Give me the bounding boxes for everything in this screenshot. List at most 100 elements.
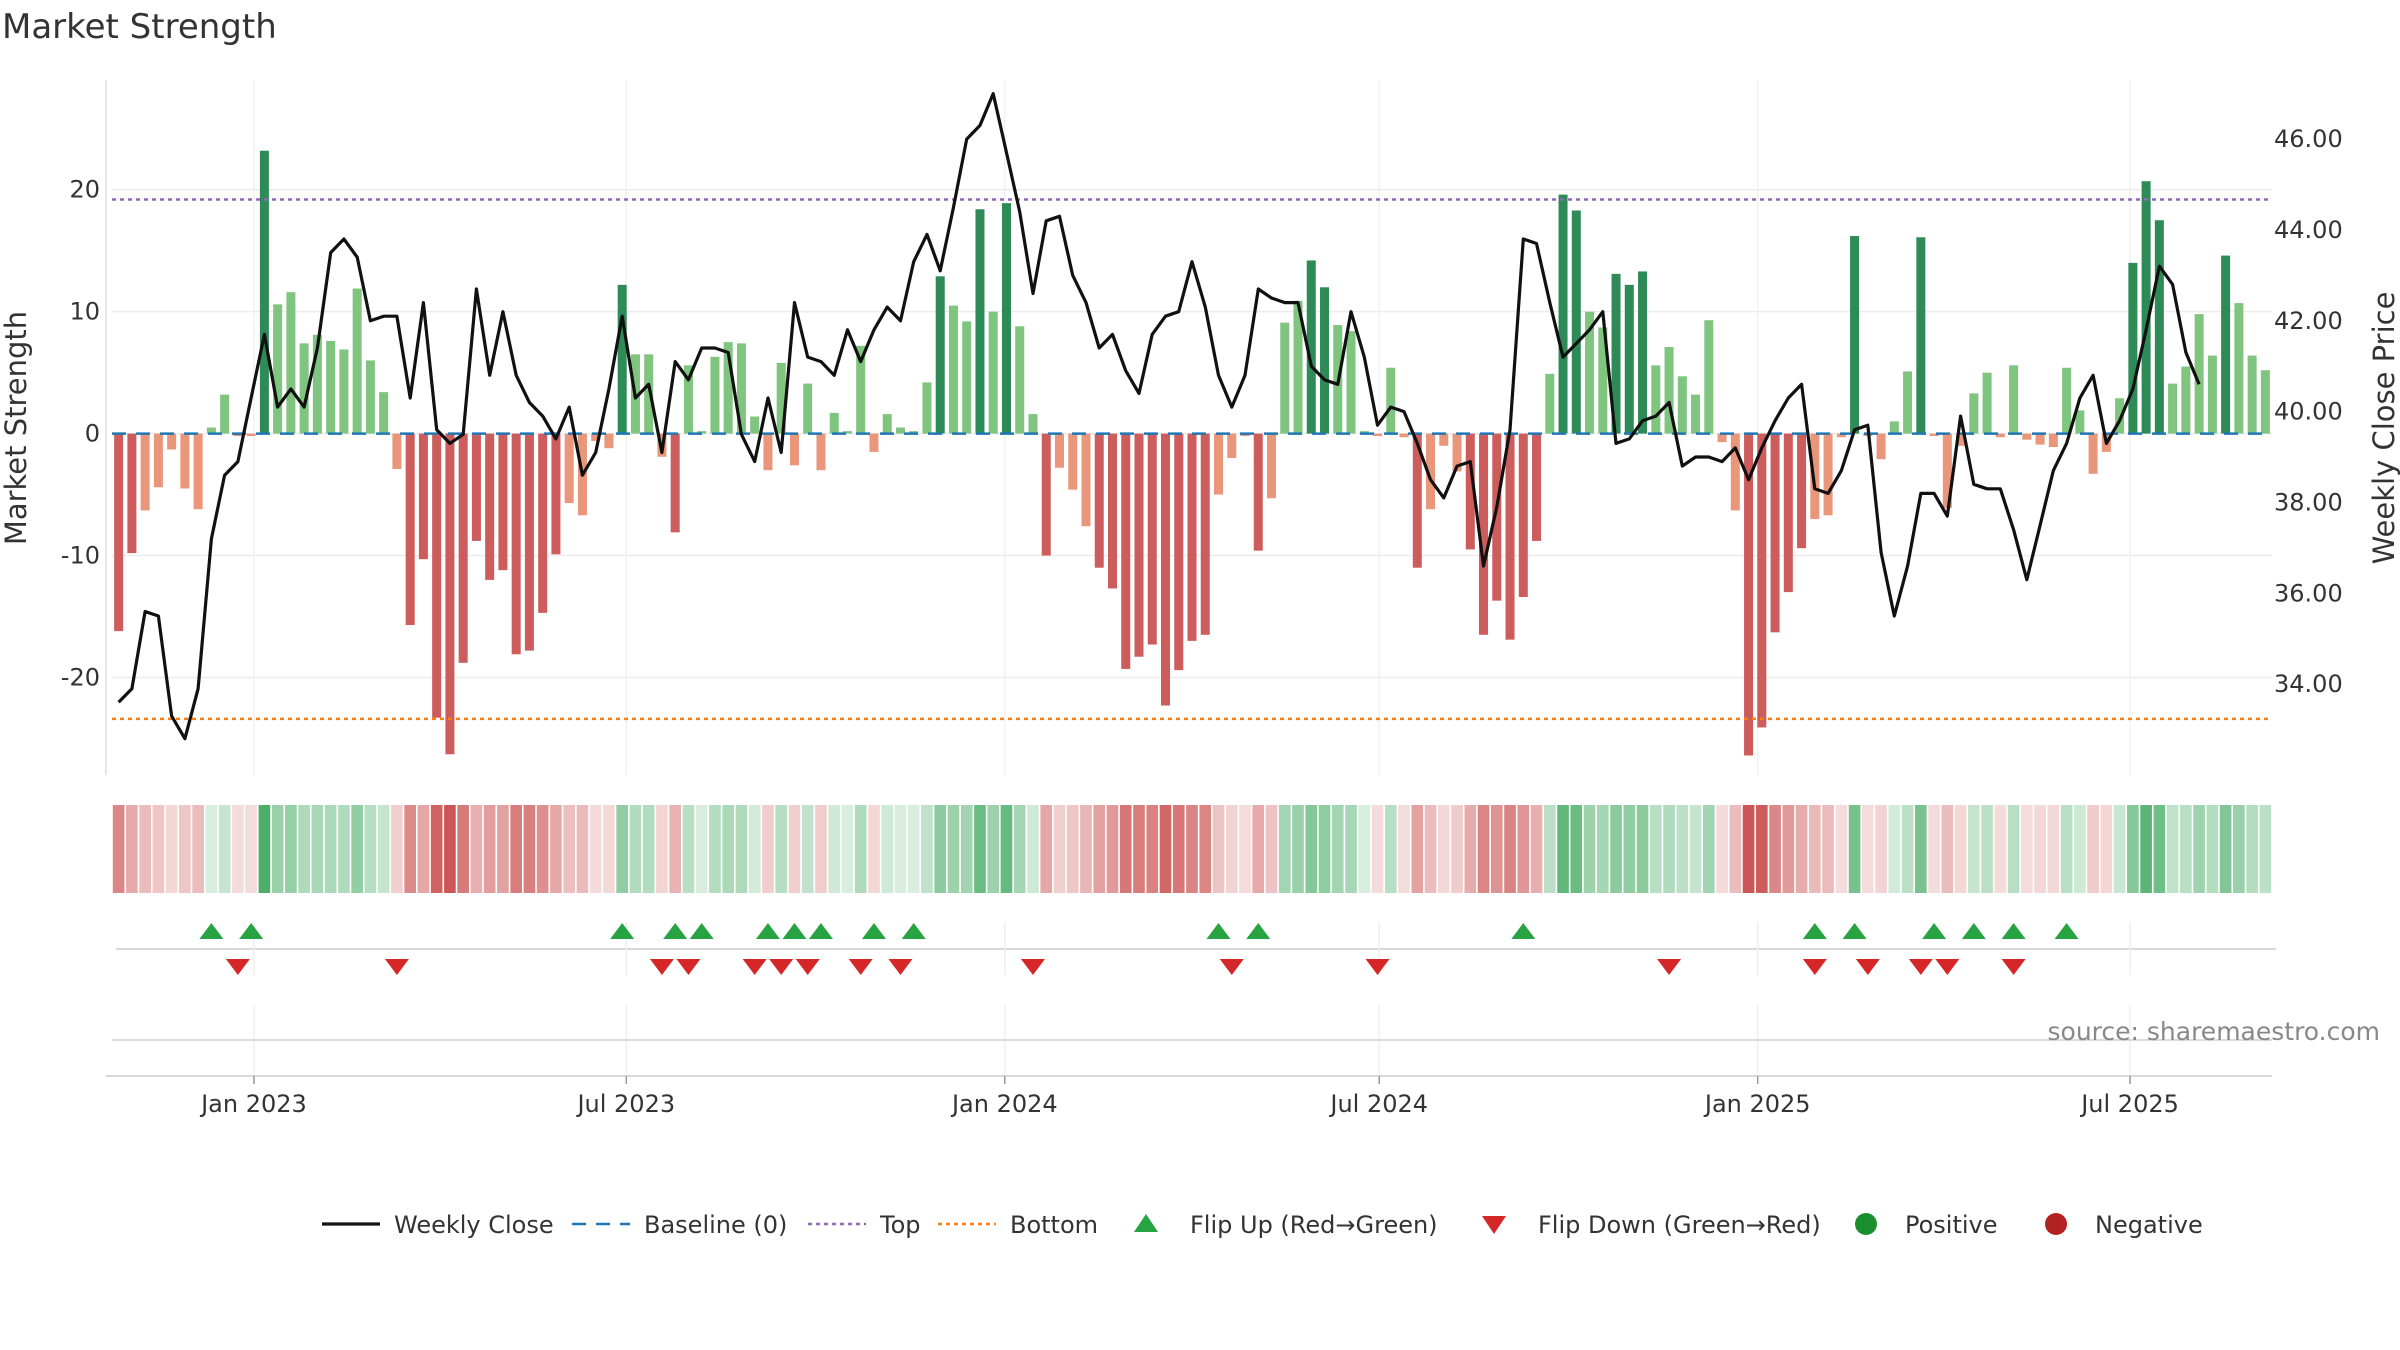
heat-cell (1278, 805, 1291, 893)
heat-cell (364, 805, 377, 893)
heat-cell (2233, 805, 2245, 893)
flip-down-marker (848, 959, 873, 975)
strength-bar (511, 433, 521, 655)
strength-bar (1041, 433, 1051, 556)
strength-bar (1426, 433, 1436, 510)
flip-down-marker (795, 959, 820, 975)
strength-bar (1081, 433, 1091, 527)
flip-down-marker (1365, 959, 1390, 975)
heat-cell (1318, 805, 1331, 893)
strength-bar (1452, 433, 1462, 472)
heat-cell (1769, 805, 1781, 893)
legend-label: Bottom (1010, 1211, 1098, 1239)
y2-tick-label: 46.00 (2274, 125, 2343, 153)
heat-cell (1702, 805, 1715, 893)
heat-cell (709, 805, 721, 893)
x-axis: Jan 2023 Jul 2023 Jan 2024 Jul 2024 Jan 2025… (106, 1005, 2272, 1118)
heat-cell (523, 805, 536, 893)
strength-bar (1505, 433, 1515, 640)
heat-cell (974, 805, 986, 893)
heat-cell (2100, 805, 2113, 893)
strength-bar (750, 416, 760, 434)
heat-cell (603, 805, 615, 893)
y2-tick-label: 42.00 (2274, 307, 2343, 335)
heat-cell (563, 805, 576, 893)
heat-cell (1451, 805, 1463, 893)
heat-cell (311, 805, 324, 893)
heat-cell (1292, 805, 1304, 893)
flip-down-marker (384, 959, 409, 975)
strength-bar (803, 383, 813, 434)
strength-bar (1015, 326, 1025, 434)
strength-heat-strip (112, 805, 2272, 893)
x-tick-label: Jan 2024 (950, 1090, 1058, 1118)
heat-cell (1477, 805, 1490, 893)
strength-bar (644, 354, 654, 434)
strength-bar (1280, 322, 1290, 434)
strength-bar (2075, 410, 2085, 434)
legend-item: Negative (2045, 1211, 2203, 1239)
y2-axis-label: Weekly Close Price (2367, 292, 2400, 565)
heat-cell (2127, 805, 2139, 893)
heat-cell (2021, 805, 2033, 893)
strength-bar (2088, 433, 2098, 474)
heat-cell (1119, 805, 1132, 893)
heat-cell (1066, 805, 1079, 893)
heat-cell (1186, 805, 1198, 893)
strength-bar (2207, 355, 2217, 434)
strength-bars (114, 150, 2270, 756)
strength-bar (2062, 367, 2072, 434)
heat-cell (1305, 805, 1318, 893)
heat-cell (1888, 805, 1901, 893)
x-tick-label: Jul 2025 (2079, 1090, 2179, 1118)
heat-cell (1027, 805, 1039, 893)
heat-cell (1808, 805, 1821, 893)
heat-cell (656, 805, 668, 893)
heat-cell (444, 805, 456, 893)
heat-cell (1583, 805, 1596, 893)
strength-bar (1187, 433, 1197, 641)
flip-down-marker (2001, 959, 2026, 975)
heat-cell (1398, 805, 1410, 893)
strength-bar (471, 433, 481, 541)
heat-cell (934, 805, 947, 893)
flip-down-marker (1802, 959, 1827, 975)
heat-cell (841, 805, 854, 893)
heat-cell (960, 805, 973, 893)
strength-bar (2260, 370, 2270, 434)
heat-cell (152, 805, 165, 893)
strength-bar (670, 433, 680, 533)
strength-bar (1492, 433, 1502, 601)
strength-bar (948, 305, 958, 434)
flip-down-marker (1935, 959, 1960, 975)
strength-bar (1850, 236, 1860, 434)
strength-bar (485, 433, 495, 580)
strength-bar (432, 433, 442, 718)
strength-bar (2022, 433, 2032, 440)
strength-bar (1598, 327, 1608, 434)
strength-bar (591, 433, 601, 441)
strength-bar (445, 433, 455, 755)
strength-bar (1479, 433, 1489, 635)
strength-bar (1412, 433, 1422, 568)
heat-cell (1968, 805, 1980, 893)
legend-item: Flip Down (Green→Red) (1482, 1211, 1821, 1239)
strength-bar (259, 150, 269, 434)
reference-lines (112, 198, 2272, 721)
strength-bar (1757, 433, 1767, 728)
strength-bar (1107, 433, 1117, 589)
strength-bar (458, 433, 468, 663)
heat-cell (2246, 805, 2258, 893)
flip-up-marker (901, 923, 926, 939)
strength-bar (140, 433, 150, 511)
strength-bar (114, 433, 124, 632)
heat-cell (854, 805, 867, 893)
heat-cell (2219, 805, 2232, 893)
heat-cell (1437, 805, 1450, 893)
heat-cell (126, 805, 138, 893)
flip-down-marker (1855, 959, 1880, 975)
flip-down-marker (1219, 959, 1244, 975)
heat-cell (894, 805, 907, 893)
flip-down-marker (1657, 959, 1682, 975)
legend-item: Top (808, 1211, 921, 1239)
